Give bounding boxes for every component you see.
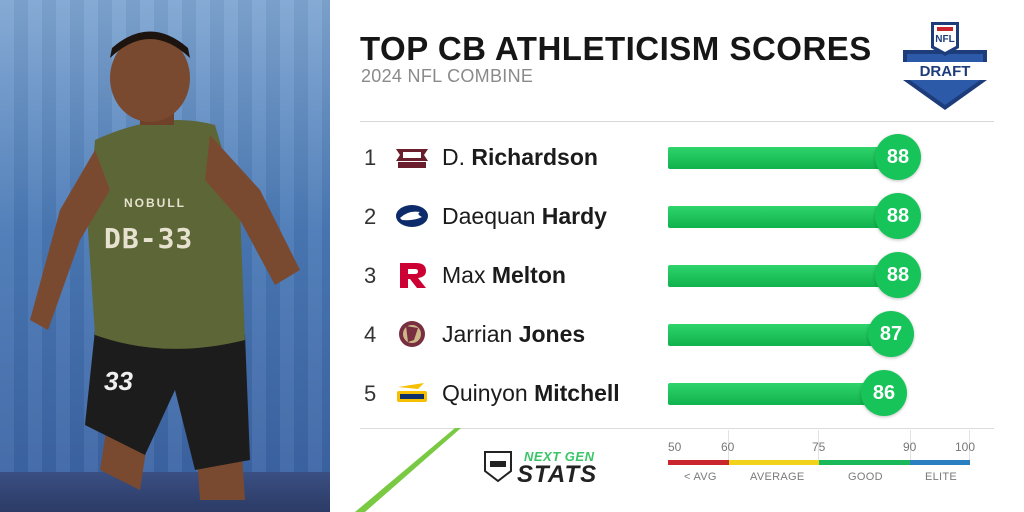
score-badge: 88 [875,193,921,239]
green-accent-stripe [355,428,461,512]
turf-floor [0,472,330,512]
brand-stats: STATS [517,461,598,488]
score-bar [668,206,898,228]
scale-tick: 100 [955,440,976,454]
player-row: 4 Jarrian Jones 87 [360,310,994,358]
player-first-name: Max [442,262,486,288]
page-title: TOP CB ATHLETICISM SCORES [360,30,872,67]
player-rank: 4 [364,322,377,347]
athlete-figure [30,31,300,500]
legend-gridline [910,430,911,460]
athlete-photo: DB-33 NOBULL 33 [0,0,330,512]
player-name: Daequan Hardy [442,203,607,230]
player-row: 1 D. Richardson 88 [360,133,994,181]
player-row: 3 Max Melton 88 [360,251,994,299]
player-first-name: Quinyon [442,380,528,406]
athlete-jersey: DB-33 [104,222,194,255]
header-divider [360,121,994,122]
player-rank: 5 [364,381,377,406]
athlete-shorts-number: 33 [104,366,133,396]
player-first-name: D. [442,144,465,170]
brand-next-gen: NEXT GEN [524,449,595,464]
legend-gridline [969,430,970,460]
scale-segment-good [819,460,910,465]
player-last-name: Richardson [471,144,598,170]
player-last-name: Mitchell [534,380,620,406]
mississippi-state-logo [396,149,428,168]
scale-category: < AVG [684,471,717,483]
nfl-shield-icon [484,451,512,483]
player-first-name: Daequan [442,203,536,229]
scale-segment-average [729,460,819,465]
player-row: 2 Daequan Hardy 88 [360,192,994,240]
scale-tick: 90 [903,440,917,454]
page-subtitle: 2024 NFL COMBINE [361,66,534,86]
score-bar [668,324,892,346]
scale-segment-elite [910,460,970,465]
score-bar [668,265,898,287]
scale-segment-below-avg [668,460,729,465]
toledo-logo [397,383,427,402]
player-name: D. Richardson [442,144,598,171]
player-first-name: Jarrian [442,321,513,347]
player-row: 5 Quinyon Mitchell 86 [360,369,994,417]
footer-divider [360,428,994,429]
scale-category: AVERAGE [750,471,805,483]
rutgers-logo [400,263,426,288]
scale-category: ELITE [925,471,958,483]
legend-gridline [818,430,819,460]
player-last-name: Hardy [541,203,607,229]
legend-gridline [728,430,729,460]
score-badge: 88 [875,252,921,298]
player-name: Jarrian Jones [442,321,585,348]
player-last-name: Melton [491,262,566,288]
scale-category: GOOD [848,471,883,483]
florida-state-logo [399,321,425,347]
scale-tick: 60 [721,440,735,454]
player-rank: 3 [364,263,377,288]
nfl-draft-logo: DRAFT NFL [901,22,989,110]
score-bar [668,147,898,169]
scale-tick: 50 [668,440,682,454]
athlete-brand: NOBULL [124,196,186,210]
penn-state-logo [396,205,428,227]
score-badge: 88 [875,134,921,180]
player-rank: 1 [364,145,377,170]
player-rank: 2 [364,204,377,229]
player-name: Max Melton [442,262,566,289]
logo-nfl-text: NFL [935,34,954,45]
scale-tick: 75 [812,440,826,454]
logo-draft-text: DRAFT [920,63,971,80]
score-badge: 86 [861,370,907,416]
score-badge: 87 [868,311,914,357]
player-name: Quinyon Mitchell [442,380,620,407]
player-last-name: Jones [518,321,586,347]
score-bar [668,383,886,405]
